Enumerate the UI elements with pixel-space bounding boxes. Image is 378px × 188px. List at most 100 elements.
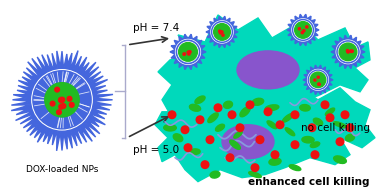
- Ellipse shape: [285, 128, 295, 136]
- Ellipse shape: [345, 134, 355, 141]
- Ellipse shape: [267, 121, 277, 129]
- Polygon shape: [287, 14, 319, 46]
- Text: no cell killing: no cell killing: [301, 123, 370, 133]
- Circle shape: [214, 104, 222, 111]
- Circle shape: [291, 111, 299, 119]
- Circle shape: [301, 31, 304, 34]
- Polygon shape: [303, 65, 333, 95]
- Circle shape: [218, 30, 221, 32]
- Circle shape: [294, 21, 312, 39]
- Ellipse shape: [240, 107, 250, 117]
- Polygon shape: [11, 51, 113, 151]
- Ellipse shape: [234, 131, 242, 138]
- Circle shape: [256, 136, 264, 143]
- Ellipse shape: [189, 104, 201, 111]
- Ellipse shape: [310, 142, 320, 148]
- Circle shape: [341, 111, 349, 119]
- Circle shape: [219, 32, 222, 34]
- Circle shape: [317, 76, 319, 78]
- Circle shape: [314, 79, 316, 81]
- Circle shape: [226, 154, 234, 161]
- Circle shape: [347, 51, 349, 53]
- Circle shape: [310, 71, 326, 88]
- Circle shape: [336, 40, 360, 64]
- Circle shape: [308, 70, 328, 89]
- Circle shape: [228, 111, 236, 119]
- Circle shape: [295, 22, 311, 38]
- Ellipse shape: [173, 134, 183, 142]
- Circle shape: [339, 43, 357, 61]
- Circle shape: [264, 108, 272, 116]
- Circle shape: [45, 83, 79, 117]
- Circle shape: [187, 53, 190, 55]
- Circle shape: [306, 26, 308, 28]
- Circle shape: [251, 164, 259, 171]
- Ellipse shape: [333, 122, 347, 128]
- Circle shape: [298, 28, 301, 30]
- Ellipse shape: [222, 125, 274, 159]
- Polygon shape: [155, 88, 375, 182]
- Circle shape: [351, 50, 353, 52]
- Circle shape: [57, 110, 61, 114]
- Circle shape: [213, 23, 231, 41]
- Circle shape: [221, 31, 223, 33]
- Text: pH = 5.0: pH = 5.0: [133, 145, 179, 155]
- Circle shape: [184, 144, 192, 152]
- Circle shape: [292, 19, 314, 41]
- Circle shape: [59, 105, 64, 109]
- Circle shape: [178, 42, 198, 62]
- Text: DOX-loaded NPs: DOX-loaded NPs: [26, 165, 98, 174]
- Circle shape: [346, 49, 349, 52]
- Circle shape: [308, 70, 328, 90]
- Polygon shape: [206, 16, 238, 48]
- Circle shape: [32, 70, 92, 130]
- Circle shape: [33, 71, 91, 129]
- Text: enhanced cell killing: enhanced cell killing: [248, 177, 370, 187]
- Polygon shape: [158, 15, 370, 125]
- Ellipse shape: [302, 136, 314, 143]
- Text: pH = 7.4: pH = 7.4: [133, 23, 179, 33]
- Ellipse shape: [269, 158, 281, 165]
- Circle shape: [70, 102, 74, 107]
- Circle shape: [346, 124, 354, 132]
- Circle shape: [311, 151, 319, 158]
- Circle shape: [187, 51, 190, 54]
- Circle shape: [276, 121, 284, 129]
- Circle shape: [310, 72, 326, 88]
- Ellipse shape: [195, 96, 205, 104]
- Circle shape: [321, 101, 329, 109]
- Circle shape: [60, 97, 65, 102]
- Circle shape: [246, 101, 254, 109]
- Circle shape: [196, 116, 204, 124]
- Circle shape: [222, 34, 224, 36]
- Circle shape: [67, 96, 72, 101]
- Polygon shape: [331, 35, 365, 69]
- Ellipse shape: [289, 165, 301, 171]
- Ellipse shape: [230, 140, 240, 149]
- Circle shape: [50, 101, 55, 106]
- Circle shape: [337, 41, 359, 63]
- Circle shape: [293, 20, 313, 40]
- Circle shape: [176, 40, 200, 64]
- Circle shape: [59, 97, 64, 102]
- Ellipse shape: [215, 124, 225, 131]
- Circle shape: [326, 114, 334, 122]
- Ellipse shape: [223, 101, 232, 108]
- Circle shape: [318, 83, 320, 85]
- Ellipse shape: [313, 118, 323, 125]
- Ellipse shape: [208, 113, 218, 123]
- Polygon shape: [170, 34, 206, 70]
- Ellipse shape: [265, 105, 279, 111]
- Ellipse shape: [164, 124, 176, 131]
- Circle shape: [175, 39, 200, 64]
- Circle shape: [183, 53, 186, 55]
- Circle shape: [214, 24, 230, 40]
- Circle shape: [211, 21, 233, 43]
- Circle shape: [206, 136, 214, 143]
- Circle shape: [338, 42, 358, 61]
- Circle shape: [201, 161, 209, 168]
- Circle shape: [236, 124, 244, 132]
- Ellipse shape: [325, 108, 335, 115]
- Circle shape: [350, 50, 352, 52]
- Ellipse shape: [249, 172, 261, 178]
